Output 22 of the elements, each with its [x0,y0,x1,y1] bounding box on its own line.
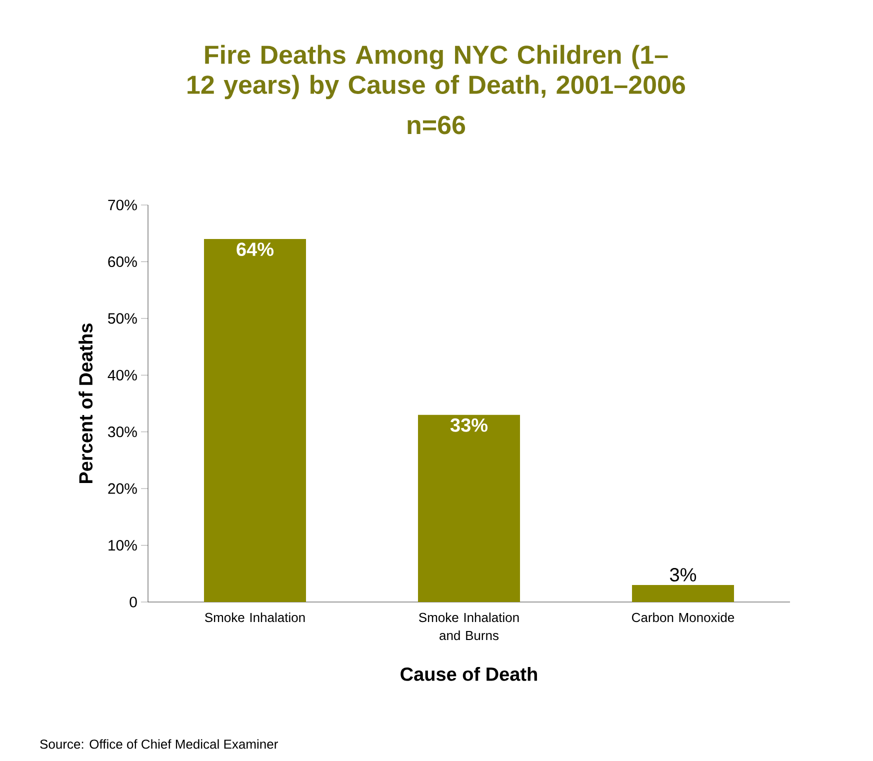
y-tick-label: 0 [130,596,137,608]
y-axis-title: Percent of Deaths [78,324,93,484]
chart-subtitle: n=66 [408,116,466,134]
x-tick-label: Smoke Inhalation [205,612,305,622]
y-tick-label: 40% [108,370,137,380]
source-note: Source: Office of Chief Medical Examiner [40,739,278,749]
y-tick-label: 60% [108,256,137,268]
y-tick-label: 30% [108,426,137,438]
chart-title: Fire Deaths Among NYC Children (1–12 years) by Cause of Death, 2001–2006 [188,44,685,100]
y-tick-label: 10% [108,540,137,551]
bar [204,239,306,602]
y-tick-label: 50% [108,313,137,324]
bar [418,414,520,602]
data-label: 3% [670,568,696,582]
y-tick-label: 20% [108,483,137,494]
x-tick-label: Carbon Monoxide [632,612,734,622]
data-label: 64% [236,242,274,256]
x-tick-label: Smoke Inhalation and Burns [419,612,519,640]
x-axis-title: Cause of Death [400,666,537,681]
y-tick-label: 70% [108,200,137,210]
data-label: 33% [450,418,488,432]
bar [632,584,734,602]
